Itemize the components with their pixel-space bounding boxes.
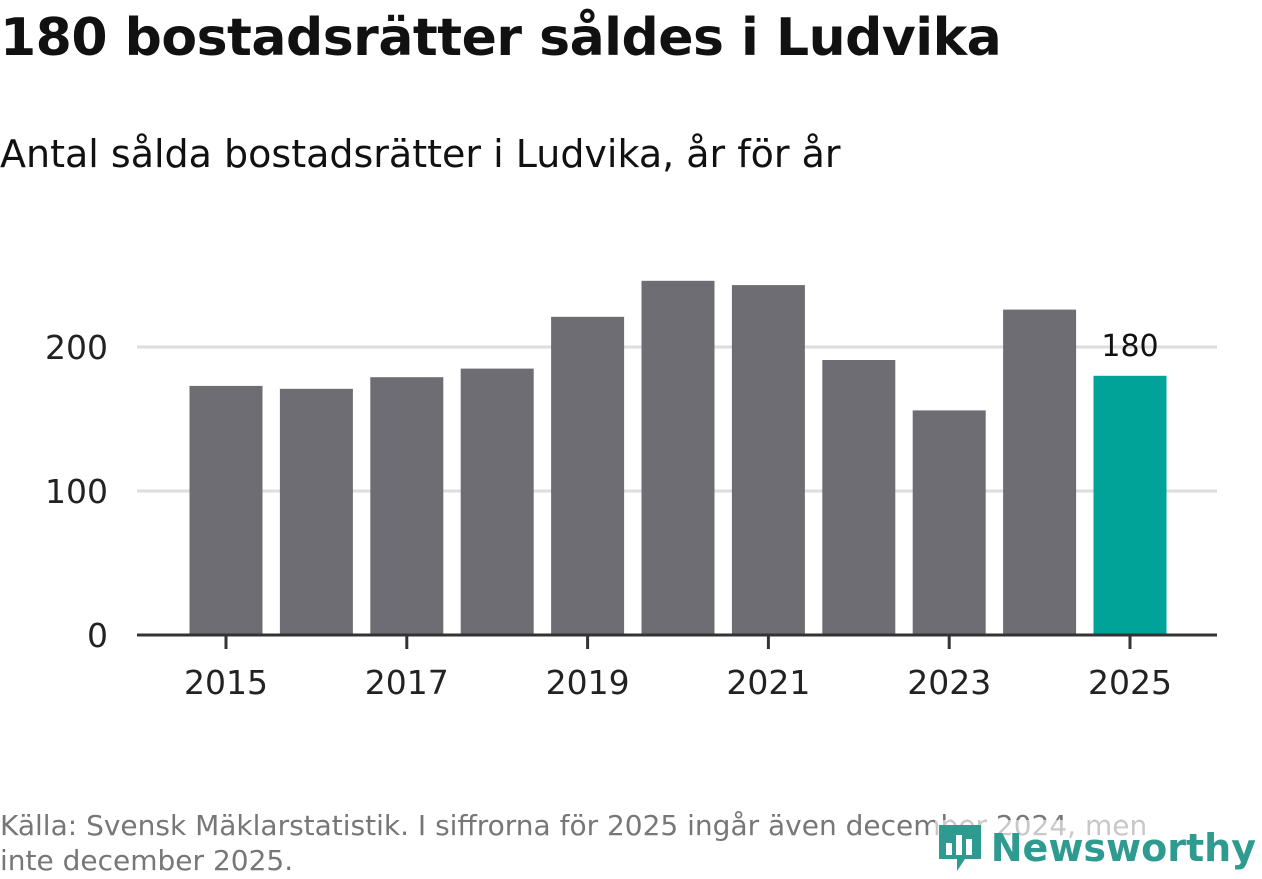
chart-title: 180 bostadsrätter såldes i Ludvika — [0, 8, 1002, 68]
y-tick-label: 200 — [45, 328, 108, 367]
x-tick-label: 2021 — [726, 663, 810, 702]
newsworthy-logo-icon — [938, 825, 981, 871]
bar-2016 — [279, 388, 353, 635]
bar-2025 — [1093, 375, 1167, 635]
y-tick-label: 100 — [45, 472, 108, 511]
bar-2019 — [551, 316, 625, 635]
x-tick-label: 2023 — [907, 663, 991, 702]
x-tick-label: 2025 — [1088, 663, 1172, 702]
bar-2021 — [731, 285, 805, 635]
chart-subtitle: Antal sålda bostadsrätter i Ludvika, år … — [0, 132, 841, 176]
bar-2017 — [370, 377, 444, 635]
x-tick-label: 2017 — [365, 663, 449, 702]
bar-2022 — [822, 360, 896, 635]
x-tick-label: 2019 — [546, 663, 630, 702]
bar-2020 — [641, 280, 715, 635]
bar-2024 — [1003, 309, 1077, 635]
bar-2015 — [189, 385, 263, 635]
y-tick-label: 0 — [87, 616, 108, 655]
data-label: 180 — [1101, 329, 1158, 364]
x-tick-label: 2015 — [184, 663, 268, 702]
bar-2018 — [460, 368, 534, 635]
brand-logo: Newsworthy — [934, 820, 1256, 876]
brand-name: Newsworthy — [990, 826, 1256, 870]
bar-2023 — [912, 410, 986, 635]
bar-chart: 0 100 200 180 2015 2017 2019 2021 2023 2025 — [45, 280, 1217, 702]
